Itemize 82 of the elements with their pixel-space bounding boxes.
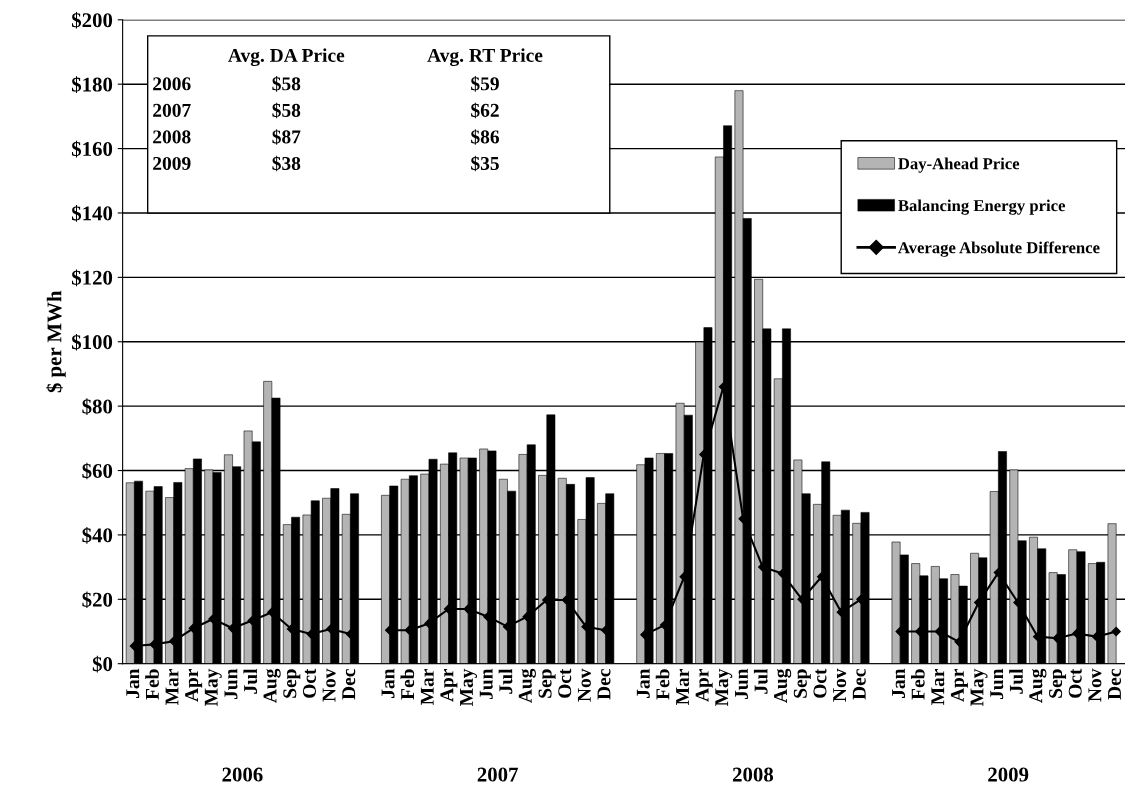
x-tick-label: Nov	[322, 668, 336, 702]
x-tick-label: Apr	[695, 668, 713, 702]
legend-label: Day-Ahead Price	[898, 157, 1020, 173]
x-tick-label: Sep	[283, 669, 301, 698]
annotation: $62	[471, 102, 499, 119]
x-tick-label: Jul	[753, 668, 768, 694]
x-tick-label: Aug	[518, 668, 536, 703]
y-axis-title: $ per MWh	[46, 290, 66, 393]
x-tick-label: Jan	[636, 668, 650, 698]
y-tick-label: $0	[92, 655, 113, 673]
annotation: $86	[471, 129, 500, 145]
x-tick-label: Mar	[676, 668, 690, 705]
x-tick-label: Aug	[1029, 668, 1047, 703]
x-tick-label: Oct	[302, 668, 316, 698]
x-tick-label: Sep	[1049, 669, 1067, 698]
x-tick-label: Mar	[165, 668, 179, 705]
x-tick-label: Jun	[735, 668, 749, 700]
annotation: $58	[272, 76, 301, 92]
annotation: Avg. DA Price	[228, 48, 345, 67]
annotation: 2009	[153, 156, 191, 171]
x-tick-label: Feb	[145, 669, 159, 700]
x-tick-label: Oct	[813, 668, 827, 698]
x-tick-label: Apr	[185, 668, 203, 702]
y-tick-label: $140	[71, 205, 113, 222]
text: 2006	[222, 767, 263, 782]
x-tick-label: Nov	[833, 668, 847, 702]
legend-label: Average Absolute Difference	[898, 241, 1100, 257]
y-tick-label: $20	[82, 591, 113, 609]
x-tick-label: Jan	[892, 668, 906, 698]
x-tick-label: Feb	[911, 669, 925, 700]
x-tick-label: Jun	[479, 668, 493, 700]
y-tick-label: $200	[71, 11, 113, 29]
x-tick-label: Jul	[1009, 668, 1023, 694]
x-tick-label: Aug	[263, 668, 281, 703]
annotation: $38	[272, 155, 301, 172]
y-tick-label: $120	[71, 269, 113, 287]
annotation: $59	[471, 76, 499, 92]
x-tick-label: Oct	[1068, 668, 1082, 698]
x-tick-label: Jul	[498, 668, 513, 694]
x-tick-label: May	[970, 668, 988, 707]
x-tick-label: Dec	[1108, 669, 1122, 700]
x-tick-label: Feb	[655, 669, 670, 700]
x-tick-label: Jan	[381, 668, 395, 698]
text: 2008	[732, 767, 774, 782]
text: 2007	[477, 767, 518, 782]
x-tick-label: Sep	[538, 669, 556, 698]
y-tick-label: $40	[82, 527, 113, 544]
annotation: 2008	[153, 130, 191, 144]
x-tick-label: Jun	[224, 668, 238, 700]
annotation: $87	[272, 129, 301, 145]
annotation: 2006	[153, 77, 191, 91]
y-tick-label: $160	[71, 140, 113, 158]
y-tick-label: $180	[71, 76, 113, 94]
y-tick-label: $80	[82, 398, 113, 415]
x-tick-label: Sep	[793, 669, 811, 698]
x-tick-label: Dec	[852, 669, 866, 700]
legend-label: Balancing Energy price	[898, 199, 1066, 215]
x-tick-label: Nov	[1088, 668, 1102, 702]
x-tick-label: Dec	[342, 669, 356, 700]
x-tick-label: Nov	[577, 668, 591, 702]
y-tick-label: $60	[82, 462, 113, 480]
x-tick-label: Apr	[440, 668, 458, 702]
x-tick-label: Aug	[774, 668, 792, 703]
point	[1111, 626, 1121, 637]
x-tick-label: May	[715, 668, 733, 707]
x-tick-label: Oct	[558, 668, 572, 698]
annotation: $58	[272, 102, 301, 119]
x-tick-label: Mar	[931, 668, 945, 705]
x-tick-label: May	[460, 668, 478, 707]
annotation: $35	[471, 155, 499, 172]
x-tick-label: Jun	[990, 668, 1004, 700]
x-tick-label: Jul	[243, 668, 258, 694]
x-tick-label: May	[204, 668, 222, 707]
x-tick-label: Mar	[420, 668, 434, 705]
x-tick-label: Jan	[126, 668, 140, 698]
y-tick-label: $100	[71, 333, 113, 351]
text: 2009	[988, 767, 1029, 782]
annotation: Avg. RT Price	[427, 48, 543, 67]
x-tick-label: Dec	[597, 669, 611, 700]
x-tick-label: Apr	[950, 668, 968, 702]
x-tick-label: Feb	[400, 669, 415, 700]
annotation: 2007	[153, 103, 191, 117]
